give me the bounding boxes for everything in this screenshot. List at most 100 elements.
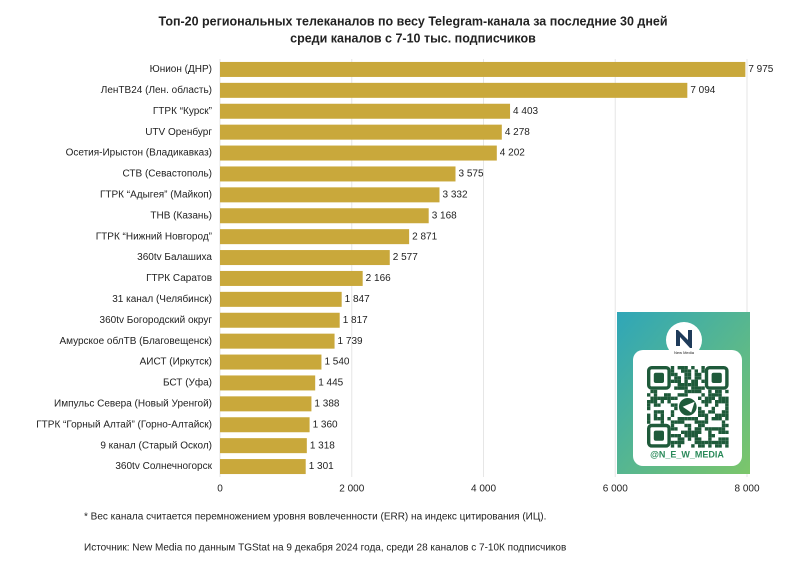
qr-module: [718, 440, 722, 445]
qr-module: [698, 444, 702, 448]
qr-module: [725, 417, 729, 421]
y-tick-label: ГТРК “Горный Алтай” (Горно-Алтайск): [36, 419, 212, 430]
qr-module: [694, 372, 698, 377]
qr-module: [674, 376, 678, 380]
y-tick-label: UTV Оренбург: [145, 126, 212, 138]
qr-module: [698, 372, 702, 377]
qr-module: [711, 410, 715, 414]
qr-module: [701, 423, 705, 428]
qr-module: [657, 396, 661, 400]
qr-module: [711, 406, 715, 411]
qr-module: [670, 427, 675, 431]
qr-module: [657, 410, 661, 414]
qr-module: [718, 444, 722, 448]
qr-module: [708, 400, 712, 404]
qr-code: [647, 366, 729, 448]
qr-module: [708, 440, 712, 445]
y-tick-label: ЛенТВ24 (Лен. область): [101, 84, 212, 96]
value-label: 1 388: [314, 398, 339, 409]
qr-module: [721, 420, 726, 424]
bar: [220, 459, 306, 475]
qr-module: [653, 393, 658, 397]
qr-module: [653, 410, 658, 414]
qr-module: [681, 369, 685, 373]
qr-module: [691, 386, 695, 390]
y-tick-label: Амурское облТВ (Благовещенск): [59, 335, 212, 347]
qr-module: [701, 444, 705, 448]
qr-module: [684, 376, 688, 380]
qr-module: [725, 423, 729, 428]
qr-module: [670, 434, 675, 438]
qr-module: [698, 430, 702, 434]
qr-module: [718, 400, 722, 404]
qr-module: [681, 417, 685, 421]
qr-module: [687, 434, 692, 438]
qr-module: [704, 400, 709, 404]
qr-module: [698, 413, 702, 417]
chart-title: Топ-20 региональных телеканалов по весу …: [158, 14, 667, 28]
x-tick-label: 4 000: [471, 484, 496, 495]
qr-module: [718, 393, 722, 397]
bar: [220, 417, 310, 433]
qr-module: [687, 417, 692, 421]
qr-module: [715, 440, 719, 445]
qr-module: [704, 440, 709, 445]
qr-module: [721, 427, 726, 431]
qr-module: [677, 440, 681, 445]
qr-module: [708, 393, 712, 397]
qr-module: [684, 393, 688, 397]
qr-finder-core: [711, 372, 722, 383]
qr-module: [687, 369, 692, 373]
qr-module: [715, 400, 719, 404]
qr-module: [653, 417, 658, 421]
value-label: 1 301: [309, 461, 334, 472]
logo-mark: [676, 330, 692, 348]
bar: [220, 145, 497, 161]
qr-module: [674, 434, 678, 438]
qr-module: [701, 410, 705, 414]
value-label: 4 202: [500, 148, 525, 159]
qr-module: [660, 396, 664, 400]
x-tick-label: 0: [217, 484, 223, 495]
qr-module: [674, 386, 678, 390]
qr-module: [698, 410, 702, 414]
qr-module: [704, 396, 709, 400]
y-tick-label: Осетия-Ирыстон (Владикавказ): [66, 148, 212, 159]
qr-module: [681, 440, 685, 445]
qr-module: [698, 423, 702, 428]
qr-module: [684, 417, 688, 421]
qr-module: [667, 393, 671, 397]
y-tick-label: ГТРК “Нижний Новгород”: [96, 231, 212, 242]
y-tick-label: ГТРК “Адыгея” (Майкоп): [100, 189, 212, 200]
qr-module: [674, 372, 678, 377]
qr-module: [694, 379, 698, 383]
bar: [220, 82, 688, 98]
qr-module: [653, 396, 658, 400]
x-tick-label: 6 000: [603, 484, 628, 495]
qr-module: [681, 420, 685, 424]
value-label: 4 278: [505, 127, 530, 138]
qr-module: [708, 410, 712, 414]
qr-module: [670, 420, 675, 424]
qr-module: [725, 403, 729, 407]
qr-finder-core: [653, 372, 664, 383]
qr-module: [691, 383, 695, 387]
qr-module: [698, 440, 702, 445]
value-label: 7 094: [690, 85, 715, 96]
bar: [220, 103, 511, 119]
value-label: 2 871: [412, 231, 437, 242]
y-tick-label: ТНВ (Казань): [150, 210, 212, 221]
qr-module: [647, 393, 651, 397]
y-tick-label: СТВ (Севастополь): [123, 169, 212, 180]
bar: [220, 250, 390, 266]
qr-module: [718, 389, 722, 394]
qr-module: [677, 420, 681, 424]
qr-module: [698, 386, 702, 390]
qr-module: [674, 396, 678, 400]
qr-module: [677, 434, 681, 438]
value-label: 1 445: [318, 378, 343, 389]
qr-module: [694, 389, 698, 394]
value-label: 1 817: [343, 315, 368, 326]
qr-module: [694, 420, 698, 424]
qr-module: [708, 427, 712, 431]
